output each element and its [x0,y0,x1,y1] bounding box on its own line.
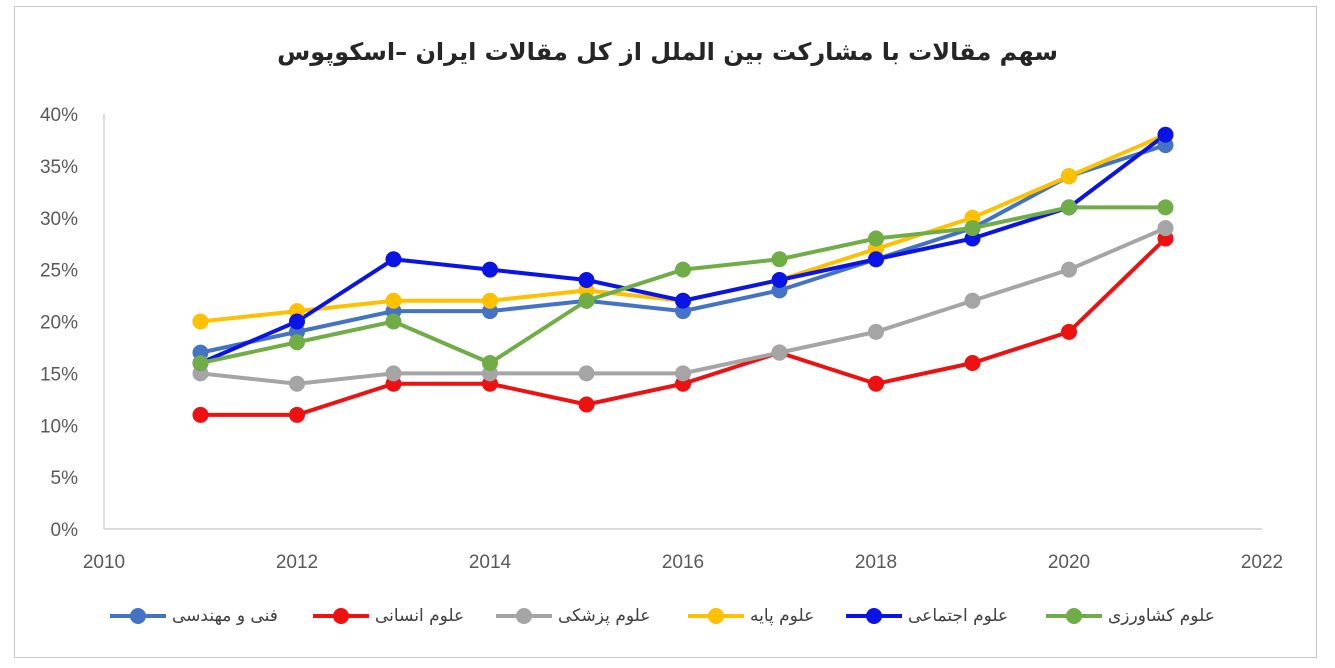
legend-label: علوم پایه [750,606,815,626]
line-chart: 0% 5% 10% 15% 20% 25% 30% 35% 40% 2010 2012 2014 201… [40,105,1283,573]
y-tick-label: 0% [51,520,79,541]
legend-swatch [846,600,902,632]
data-point-1-8 [964,355,981,371]
data-point-5-0 [192,355,209,371]
y-tick-label: 10% [40,416,78,437]
legend-label: علوم انسانی [375,606,465,626]
data-point-5-5 [675,261,691,278]
data-point-5-2 [385,313,402,330]
legend-item-5: علوم کشاورزی [1046,600,1215,632]
data-point-3-9 [1061,168,1077,185]
data-point-4-5 [675,292,691,309]
y-tick-label: 35% [40,157,78,178]
data-point-1-4 [578,396,595,413]
y-tick-label: 20% [40,313,78,334]
data-point-3-2 [385,292,402,309]
data-point-3-3 [482,292,498,309]
data-point-1-0 [192,406,209,423]
data-point-1-7 [868,375,884,392]
data-point-1-9 [1061,323,1077,340]
data-point-1-1 [289,406,305,423]
legend-item-0: فنی و مهندسی [110,600,278,632]
legend-label: علوم پزشکی [558,606,651,626]
data-point-2-8 [964,292,981,309]
data-point-5-10 [1157,199,1174,216]
legend-swatch [1046,600,1102,632]
x-tick-label: 2012 [276,552,318,573]
axes: 0% 5% 10% 15% 20% 25% 30% 35% 40% 2010 2012 2014 201… [40,105,1283,573]
data-point-5-8 [964,220,981,237]
data-point-4-6 [771,272,788,288]
x-tick-label: 2022 [1241,552,1283,573]
legend-item-3: علوم پایه [688,600,814,632]
y-tick-label: 5% [51,468,79,489]
legend-item-1: علوم انسانی [313,600,464,632]
data-point-2-6 [771,344,788,361]
data-point-2-5 [675,365,691,382]
data-point-2-9 [1061,261,1077,278]
x-tick-label: 2018 [855,552,897,573]
legend-label: علوم کشاورزی [1108,606,1215,626]
chart-frame [14,6,1317,658]
legend-item-2: علوم پزشکی [496,600,650,632]
data-point-2-10 [1157,220,1174,237]
legend-swatch [496,600,552,632]
data-point-2-2 [385,365,402,382]
y-tick-label: 40% [40,105,78,126]
legend-item-4: علوم اجتماعی [846,600,1008,632]
data-point-2-1 [289,375,305,392]
data-point-5-7 [868,230,884,247]
data-point-2-7 [868,323,884,340]
data-point-5-9 [1061,199,1077,216]
legend-swatch [110,600,166,632]
legend-swatch [688,600,744,632]
data-point-5-1 [289,334,305,351]
data-point-5-3 [482,355,498,371]
series-points [192,126,1174,423]
data-point-4-3 [482,261,498,278]
x-tick-label: 2020 [1048,552,1090,573]
data-point-4-2 [385,251,402,268]
x-tick-label: 2016 [662,552,704,573]
legend-label: فنی و مهندسی [172,606,278,626]
chart-title: سهم مقالات با مشارکت بین الملل از کل مقا… [277,38,1058,66]
series-line-4 [199,133,1167,365]
data-point-4-4 [578,272,595,288]
y-tick-label: 15% [40,364,78,385]
data-point-4-7 [868,251,884,268]
legend: فنی و مهندسی علوم انسانی علوم پزشکی علوم پا… [0,600,1335,632]
data-point-5-6 [771,251,788,268]
data-point-2-4 [578,365,595,382]
data-point-3-0 [192,313,209,330]
legend-label: علوم اجتماعی [908,606,1009,626]
data-point-4-1 [289,313,305,330]
y-tick-label: 25% [40,261,78,282]
data-point-5-4 [578,292,595,309]
x-tick-label: 2014 [469,552,512,573]
x-tick-label: 2010 [83,552,125,573]
series-line-0 [200,143,1167,355]
y-tick-label: 30% [40,209,78,230]
legend-swatch [313,600,369,632]
data-point-4-10 [1157,126,1174,143]
